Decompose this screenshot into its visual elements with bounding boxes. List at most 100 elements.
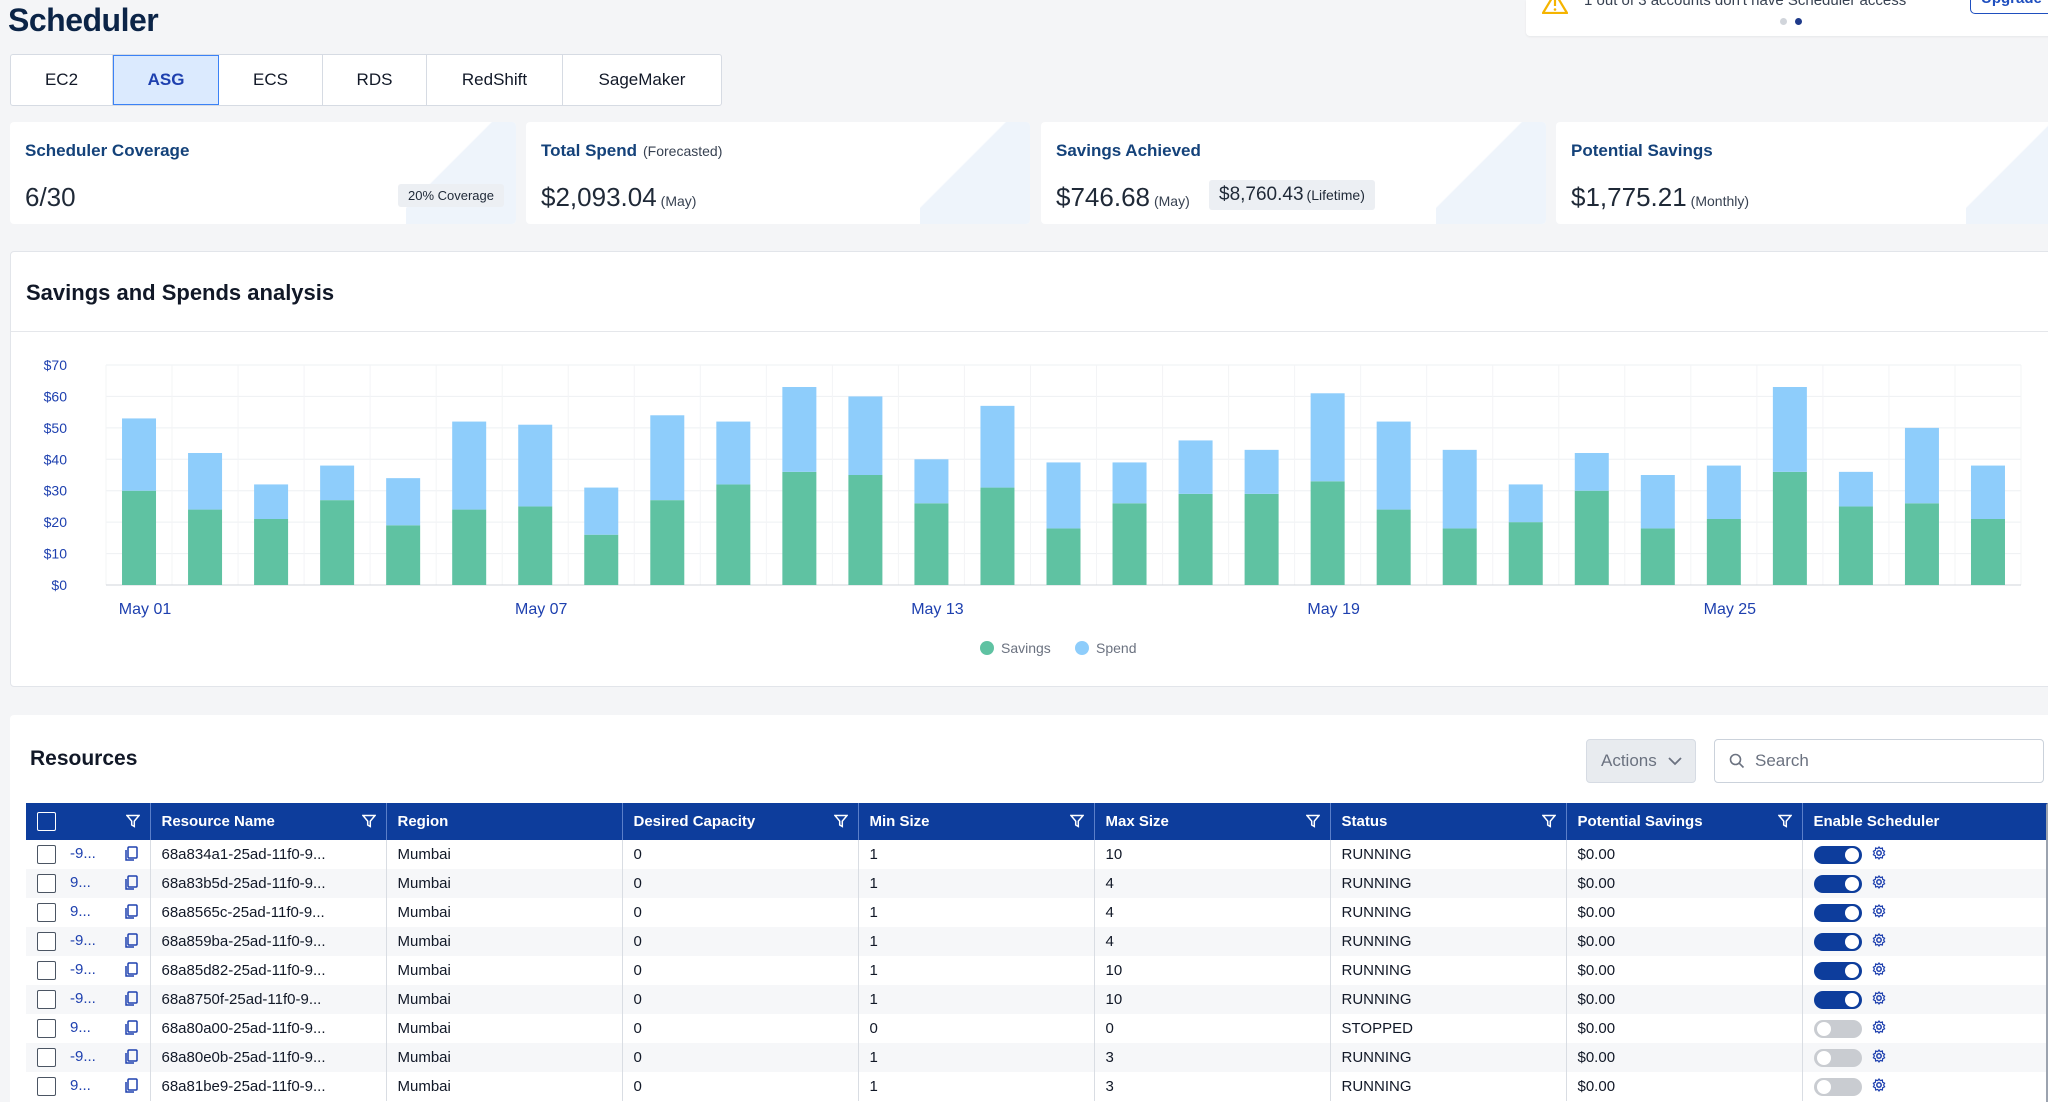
scheduler-toggle[interactable]: [1813, 932, 1862, 951]
table-row[interactable]: 9... 68a83b5d-25ad-11f0-9... Mumbai 0 1 4 RUNN…: [26, 869, 2048, 898]
column-header[interactable]: Max Size: [1094, 803, 1331, 840]
resource-id-link[interactable]: -9...: [70, 845, 96, 863]
filter-icon[interactable]: [124, 814, 141, 832]
min-size-cell: 1: [858, 956, 1095, 985]
row-checkbox[interactable]: [37, 845, 56, 864]
gear-icon[interactable]: [1872, 874, 1886, 893]
copy-icon[interactable]: [124, 933, 138, 953]
copy-icon[interactable]: [124, 846, 138, 866]
row-checkbox[interactable]: [37, 874, 56, 893]
spend-bar: [1310, 393, 1345, 482]
gear-icon[interactable]: [1872, 1019, 1886, 1038]
column-header[interactable]: Resource Name: [150, 803, 387, 840]
gear-icon[interactable]: [1872, 932, 1886, 951]
region-cell: Mumbai: [386, 840, 623, 869]
column-label: Resource Name: [161, 813, 275, 830]
column-header[interactable]: Potential Savings: [1566, 803, 1803, 840]
tab-rds[interactable]: RDS: [323, 55, 427, 105]
copy-icon[interactable]: [124, 1049, 138, 1069]
desired-capacity-cell: 0: [622, 956, 859, 985]
table-row[interactable]: -9... 68a859ba-25ad-11f0-9... Mumbai 0 1 4 RUN…: [26, 927, 2048, 956]
table-row[interactable]: 9... 68a8565c-25ad-11f0-9... Mumbai 0 1 4 RUNN…: [26, 898, 2048, 927]
scheduler-toggle[interactable]: [1813, 990, 1862, 1009]
table-scrollbar[interactable]: [2046, 803, 2048, 1102]
row-checkbox[interactable]: [37, 961, 56, 980]
gear-icon[interactable]: [1872, 961, 1886, 980]
table-row[interactable]: -9... 68a834a1-25ad-11f0-9... Mumbai 0 1 10 RU…: [26, 840, 2048, 869]
scheduler-toggle[interactable]: [1813, 845, 1862, 864]
row-checkbox[interactable]: [37, 1019, 56, 1038]
row-checkbox[interactable]: [37, 903, 56, 922]
tab-ecs[interactable]: ECS: [219, 55, 323, 105]
filter-icon[interactable]: [360, 814, 377, 832]
column-header[interactable]: Enable Scheduler: [1802, 803, 2048, 840]
row-select-cell: -9...: [26, 956, 151, 985]
search-input[interactable]: [1755, 751, 2015, 771]
upgrade-button[interactable]: Upgrade: [1970, 0, 2048, 14]
pagination-dot-active[interactable]: [1795, 18, 1802, 25]
filter-icon[interactable]: [1304, 814, 1321, 832]
table-row[interactable]: -9... 68a80e0b-25ad-11f0-9... Mumbai 0 1 3 RUN…: [26, 1043, 2048, 1072]
filter-icon[interactable]: [1776, 814, 1793, 832]
savings-bar: [848, 475, 883, 585]
copy-icon[interactable]: [124, 875, 138, 895]
resource-id-link[interactable]: 9...: [70, 1019, 91, 1037]
scheduler-toggle[interactable]: [1813, 903, 1862, 922]
actions-dropdown[interactable]: Actions: [1586, 739, 1696, 783]
gear-icon[interactable]: [1872, 845, 1886, 864]
resource-id-link[interactable]: 9...: [70, 874, 91, 892]
savings-bar: [1772, 471, 1807, 585]
row-checkbox[interactable]: [37, 932, 56, 951]
gear-icon[interactable]: [1872, 1077, 1886, 1096]
potential-savings-cell: $0.00: [1566, 1043, 1803, 1072]
resource-id-link[interactable]: 9...: [70, 903, 91, 921]
select-all-checkbox[interactable]: [37, 812, 56, 831]
column-header[interactable]: Status: [1330, 803, 1567, 840]
column-header[interactable]: Desired Capacity: [622, 803, 859, 840]
row-checkbox[interactable]: [37, 1077, 56, 1096]
scheduler-toggle[interactable]: [1813, 874, 1862, 893]
filter-icon[interactable]: [1068, 814, 1085, 832]
tab-ec2[interactable]: EC2: [11, 55, 113, 105]
search-box[interactable]: [1714, 739, 2044, 783]
resource-id-link[interactable]: -9...: [70, 1048, 96, 1066]
tab-sagemaker[interactable]: SageMaker: [598, 70, 686, 89]
potential-savings-cell: $0.00: [1566, 898, 1803, 927]
resource-id-link[interactable]: -9...: [70, 961, 96, 979]
scheduler-toggle[interactable]: [1813, 1019, 1862, 1038]
resource-id-link[interactable]: -9...: [70, 990, 96, 1008]
spend-value: $2,093.04 (May): [541, 182, 697, 212]
resource-id-link[interactable]: -9...: [70, 932, 96, 950]
table-row[interactable]: 9... 68a80a00-25ad-11f0-9... Mumbai 0 0 0 STOP…: [26, 1014, 2048, 1043]
scheduler-toggle[interactable]: [1813, 1077, 1862, 1096]
tab-redshift[interactable]: RedShift: [427, 55, 563, 105]
resource-id-link[interactable]: 9...: [70, 1077, 91, 1095]
table-row[interactable]: -9... 68a85d82-25ad-11f0-9... Mumbai 0 1 10 RU…: [26, 956, 2048, 985]
copy-icon[interactable]: [124, 962, 138, 982]
row-checkbox[interactable]: [37, 990, 56, 1009]
scheduler-toggle[interactable]: [1813, 961, 1862, 980]
savings-bar: [1244, 493, 1279, 585]
filter-icon[interactable]: [1540, 814, 1557, 832]
tab-asg[interactable]: ASG: [113, 55, 219, 105]
x-tick-label: May 19: [1307, 601, 1360, 618]
row-checkbox[interactable]: [37, 1048, 56, 1067]
filter-icon[interactable]: [832, 814, 849, 832]
max-size-cell: 3: [1094, 1043, 1331, 1072]
column-header[interactable]: Min Size: [858, 803, 1095, 840]
copy-icon[interactable]: [124, 1078, 138, 1098]
scheduler-toggle[interactable]: [1813, 1048, 1862, 1067]
gear-icon[interactable]: [1872, 1048, 1886, 1067]
column-header[interactable]: Region: [386, 803, 623, 840]
gear-icon[interactable]: [1872, 903, 1886, 922]
table-row[interactable]: -9... 68a8750f-25ad-11f0-9... Mumbai 0 1 10 RU…: [26, 985, 2048, 1014]
actions-label: Actions: [1601, 751, 1657, 770]
copy-icon[interactable]: [124, 904, 138, 924]
potential-savings-cell: $0.00: [1566, 927, 1803, 956]
pagination-dot[interactable]: [1780, 18, 1787, 25]
copy-icon[interactable]: [124, 991, 138, 1011]
row-select-cell: -9...: [26, 985, 151, 1014]
table-row[interactable]: 9... 68a81be9-25ad-11f0-9... Mumbai 0 1 3 RUNN…: [26, 1072, 2048, 1101]
gear-icon[interactable]: [1872, 990, 1886, 1009]
copy-icon[interactable]: [124, 1020, 138, 1040]
